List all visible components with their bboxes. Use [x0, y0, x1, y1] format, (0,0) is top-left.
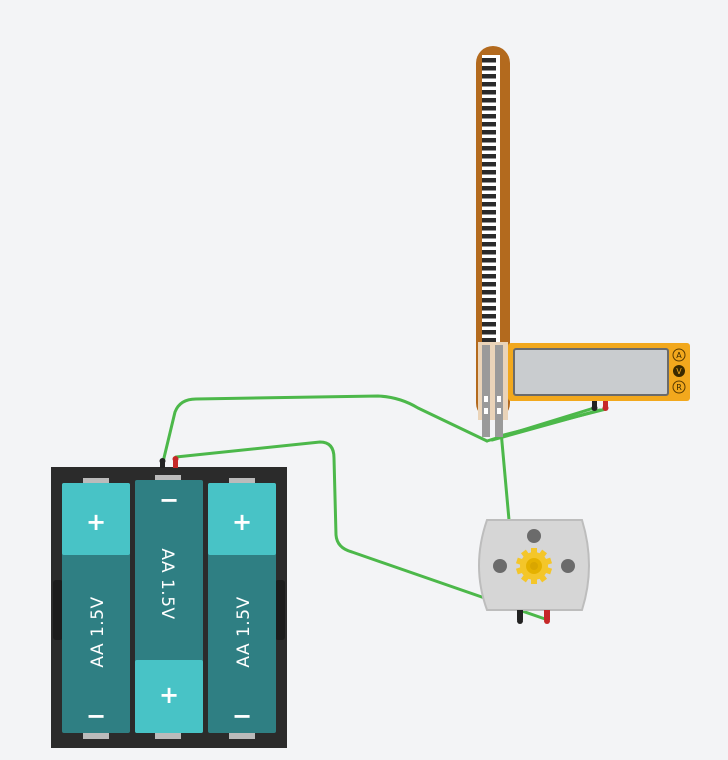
flex-sensor-stripe: [482, 250, 496, 255]
cell-3-top-sign: +: [232, 508, 252, 536]
flex-sensor-stripe: [482, 234, 496, 239]
flex-sensor-stripe: [482, 290, 496, 295]
holder-clip-right: [275, 580, 285, 640]
flex-sensor-stripe: [482, 74, 496, 79]
gear-tooth: [531, 578, 537, 584]
cell-3-label: AA 1.5V: [234, 596, 254, 667]
flex-sensor-stripe: [482, 98, 496, 103]
battery-terminal-neg[interactable]: [159, 458, 166, 468]
gear-tooth: [538, 549, 548, 559]
flex-sensor-stripe: [482, 178, 496, 183]
battery-cell-2: − AA 1.5V +: [135, 475, 203, 739]
flex-sensor[interactable]: [476, 46, 510, 437]
mode-r-label: R: [676, 383, 682, 392]
flex-sensor-stripe: [482, 106, 496, 111]
flex-sensor-strip: [482, 55, 500, 345]
multimeter-probe-black[interactable]: [591, 401, 598, 411]
flex-sensor-stripe: [482, 130, 496, 135]
gear-tooth: [515, 557, 524, 566]
cell-2-top-sign: −: [159, 486, 179, 514]
flex-sensor-stripe: [482, 338, 496, 343]
flex-sensor-stripe: [482, 154, 496, 159]
wire-sensor-to-multimeter-c[interactable]: [490, 408, 602, 442]
flex-sensor-stripe: [482, 90, 496, 95]
gear-tooth: [515, 566, 524, 575]
wire-battery-neg-to-sensor[interactable]: [161, 394, 489, 464]
mode-button-v[interactable]: V: [673, 365, 685, 377]
flex-sensor-pin-2[interactable]: [495, 345, 503, 437]
cell-2-bottom-sign: +: [159, 681, 179, 709]
gear-tooth: [544, 557, 553, 566]
flex-sensor-stripe: [482, 66, 496, 71]
cell-1-bottom-sign: −: [86, 702, 106, 730]
flex-sensor-stripe: [482, 306, 496, 311]
flex-sensor-stripe: [482, 82, 496, 87]
cell-1-top-sign: +: [86, 508, 106, 536]
flex-sensor-stripe: [482, 330, 496, 335]
flex-sensor-stripe: [482, 122, 496, 127]
motor-hole-top: [527, 529, 541, 543]
multimeter-display: [513, 348, 669, 396]
gear-tooth: [520, 549, 530, 559]
flex-sensor-stripe: [482, 58, 496, 63]
flex-sensor-stripes: [482, 58, 496, 343]
cell-3-bottom-sign: −: [232, 702, 252, 730]
cell-1-label: AA 1.5V: [88, 596, 108, 667]
flex-sensor-stripe: [482, 314, 496, 319]
mode-v-label: V: [676, 367, 682, 376]
gear-tooth: [544, 566, 553, 575]
pin-mark: [484, 396, 488, 402]
battery-cell-3: + AA 1.5V −: [208, 478, 276, 739]
flex-sensor-stripe: [482, 226, 496, 231]
motor-terminal-neg[interactable]: [517, 610, 523, 624]
multimeter[interactable]: A V R: [508, 343, 690, 411]
flex-sensor-stripe: [482, 202, 496, 207]
flex-sensor-stripe: [482, 218, 496, 223]
flex-sensor-stripe: [482, 274, 496, 279]
motor-terminal-pos[interactable]: [544, 610, 550, 624]
multimeter-probe-red[interactable]: [602, 401, 609, 411]
pin-mark: [484, 408, 488, 414]
holder-clip-left: [53, 580, 63, 640]
flex-sensor-stripe: [482, 322, 496, 327]
flex-sensor-stripe: [482, 266, 496, 271]
motor-hole-left: [493, 559, 507, 573]
flex-sensor-stripe: [482, 194, 496, 199]
gear-tooth: [538, 573, 548, 583]
flex-sensor-stripe: [482, 258, 496, 263]
mode-button-a[interactable]: A: [672, 348, 686, 362]
mode-a-label: A: [676, 351, 682, 360]
pin-mark: [497, 396, 501, 402]
motor-hole-right: [561, 559, 575, 573]
battery-terminal-pos[interactable]: [172, 456, 179, 468]
pin-mark: [497, 408, 501, 414]
flex-sensor-stripe: [482, 298, 496, 303]
flex-sensor-pin-1[interactable]: [482, 345, 490, 437]
flex-sensor-stripe: [482, 114, 496, 119]
mode-button-r[interactable]: R: [672, 380, 686, 394]
gear-tooth: [531, 548, 537, 554]
flex-sensor-stripe: [482, 170, 496, 175]
wire-battery-pos-to-motor[interactable]: [174, 440, 550, 622]
flex-sensor-stripe: [482, 282, 496, 287]
dc-motor[interactable]: [478, 519, 590, 624]
motor-gear-icon: [515, 548, 553, 584]
cell-2-label: AA 1.5V: [157, 548, 177, 619]
flex-sensor-stripe: [482, 138, 496, 143]
flex-sensor-stripe: [482, 210, 496, 215]
flex-sensor-stripe: [482, 146, 496, 151]
flex-sensor-stripe: [482, 162, 496, 167]
gear-tooth: [520, 573, 530, 583]
battery-cell-1: + AA 1.5V −: [62, 478, 130, 739]
battery-pack[interactable]: + AA 1.5V − − AA 1.5V + + AA 1.5V −: [51, 456, 287, 748]
flex-sensor-stripe: [482, 242, 496, 247]
flex-sensor-stripe: [482, 186, 496, 191]
